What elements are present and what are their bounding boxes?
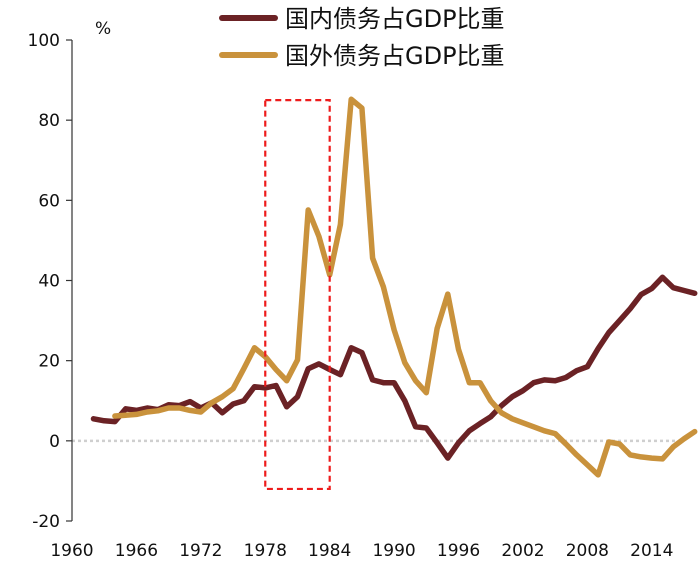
x-tick-label: 1984 <box>308 541 351 561</box>
axis-layer: % <box>71 19 111 521</box>
y-tick-label: 0 <box>49 432 60 452</box>
y-tick-label: 80 <box>38 111 60 131</box>
legend: 国内债务占GDP比重 国外债务占GDP比重 <box>219 5 505 70</box>
y-tick-label: -20 <box>32 512 60 532</box>
series-layer <box>90 96 698 478</box>
x-tick-label: 1966 <box>115 541 158 561</box>
series-line-domestic <box>90 274 698 461</box>
legend-label-domestic: 国内债务占GDP比重 <box>285 5 505 33</box>
x-tick-label: 1978 <box>244 541 287 561</box>
y-tick-label: 40 <box>38 272 60 292</box>
x-tick-label: 2008 <box>566 541 609 561</box>
x-tick-label: 1960 <box>50 541 93 561</box>
x-tick-label: 2014 <box>630 541 673 561</box>
highlight-box <box>264 99 331 491</box>
y-tick-label: 100 <box>28 31 60 51</box>
x-tick-label: 2002 <box>501 541 544 561</box>
y-tick-label: 20 <box>38 352 60 372</box>
y-unit-label: % <box>95 19 111 39</box>
y-tick-labels: -20 0 20 40 60 80 100 <box>28 31 72 532</box>
legend-label-foreign: 国外债务占GDP比重 <box>285 42 505 70</box>
x-tick-label: 1996 <box>437 541 480 561</box>
y-tick-label: 60 <box>38 191 60 211</box>
series-line-foreign <box>112 96 698 478</box>
x-tick-label: 1972 <box>179 541 222 561</box>
x-tick-labels: 1960 1966 1972 1978 1984 1990 1996 2002 2008 2014 <box>50 541 673 561</box>
x-tick-label: 1990 <box>372 541 415 561</box>
